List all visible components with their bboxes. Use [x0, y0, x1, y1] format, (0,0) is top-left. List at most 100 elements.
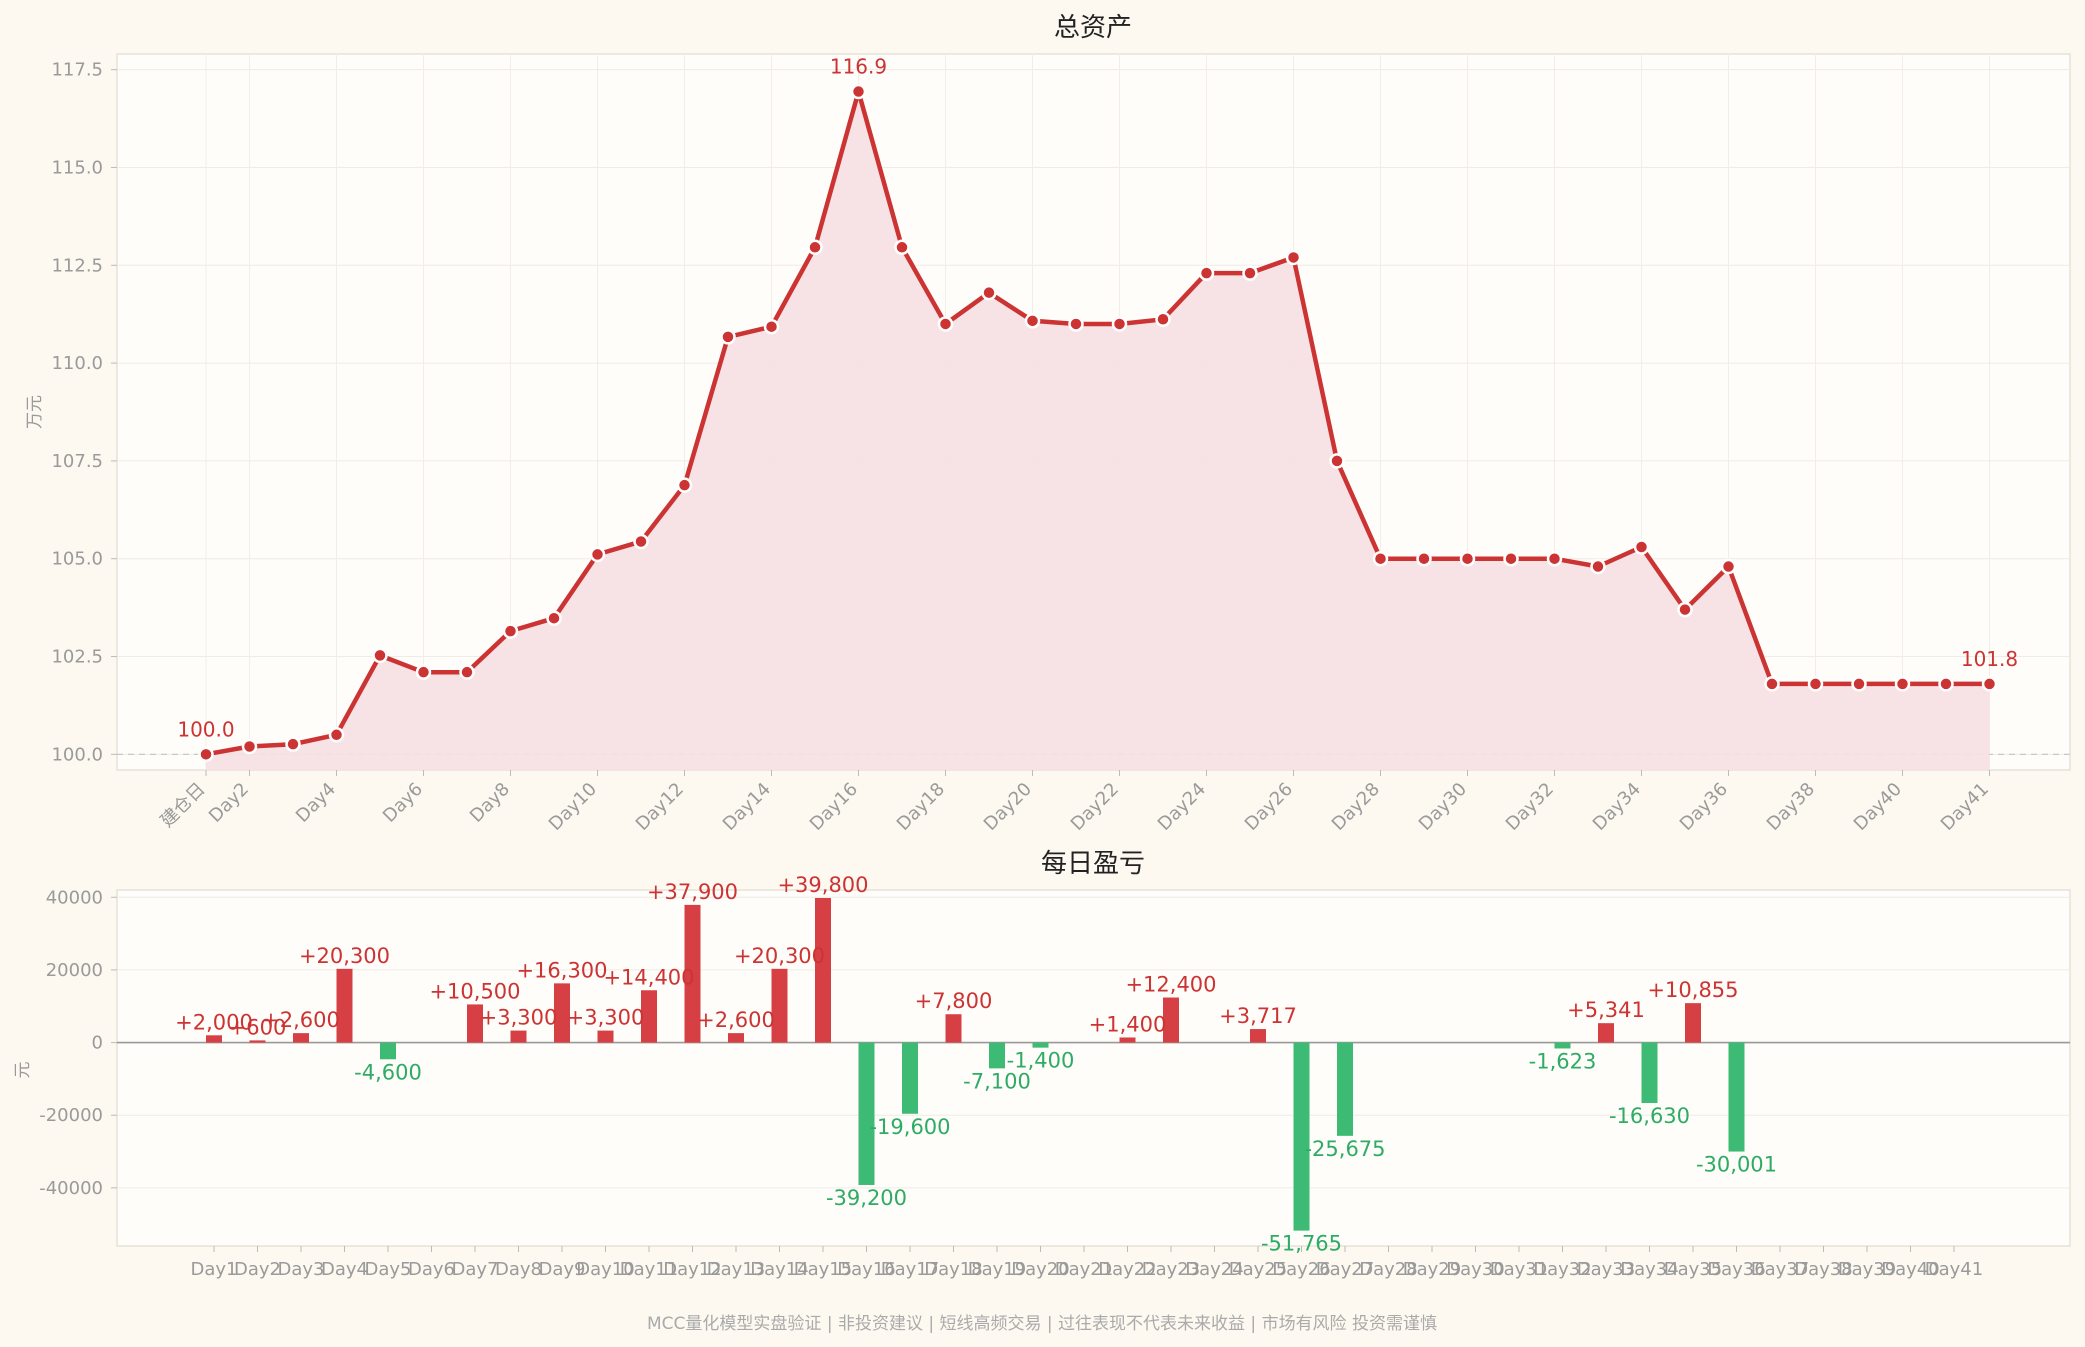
- data-point: [937, 316, 954, 332]
- x-tick-label: Day31: [1490, 1259, 1548, 1280]
- data-point: [1677, 601, 1693, 618]
- x-tick-label: Day4: [321, 1259, 368, 1280]
- pnl-bar-label: +12,400: [1125, 973, 1216, 997]
- x-tick-label: Day24: [1154, 779, 1210, 835]
- pnl-bar-label: +20,300: [299, 944, 390, 968]
- x-tick-label: Day8: [495, 1259, 542, 1280]
- x-tick-label: Day29: [1403, 1259, 1461, 1280]
- x-tick-label: Day36: [1707, 1259, 1765, 1280]
- x-tick-label: Day33: [1577, 1259, 1635, 1280]
- total-assets-line: [205, 89, 1990, 757]
- data-point: [502, 623, 519, 639]
- x-tick-label: Day9: [539, 1259, 586, 1280]
- pnl-bar: [1685, 1003, 1701, 1043]
- pnl-bar-label: +3,717: [1219, 1004, 1297, 1028]
- pnl-bar: [380, 1042, 396, 1060]
- x-tick-label: Day5: [365, 1259, 412, 1280]
- data-point: [1981, 676, 1998, 692]
- pnl-bar: [1554, 1042, 1571, 1049]
- data-point: [1329, 453, 1345, 469]
- x-tick-label: Day20: [1011, 1259, 1069, 1280]
- y-tick-label: 112.5: [51, 255, 103, 276]
- x-tick-label: Day15: [794, 1259, 852, 1280]
- x-tick-label: Day12: [663, 1259, 721, 1280]
- x-tick-label: Day18: [893, 779, 949, 835]
- y-tick-label: 117.5: [51, 60, 103, 81]
- pnl-bar: [467, 1004, 483, 1043]
- pnl-bar-label: +20,300: [734, 944, 825, 968]
- x-tick-label: Day18: [924, 1259, 982, 1280]
- pnl-bar-label: +2,600: [697, 1008, 775, 1032]
- data-point: [1242, 265, 1258, 281]
- data-point: [198, 746, 214, 763]
- y-tick-label: 102.5: [51, 647, 103, 668]
- pnl-bar-label: +600: [229, 1015, 287, 1039]
- pnl-bar: [902, 1042, 918, 1114]
- data-point: [676, 477, 693, 493]
- data-point: [1024, 313, 1041, 329]
- x-tick-label: Day26: [1241, 779, 1297, 835]
- total-assets-points: [198, 83, 1998, 763]
- pnl-bar: [1337, 1042, 1353, 1136]
- disclaimer-footer: MCC量化模型实盘验证 | 非投资建议 | 短线高频交易 | 过往表现不代表未来…: [647, 1314, 1437, 1334]
- x-tick-label: Day32: [1502, 779, 1558, 835]
- data-point: [1764, 676, 1780, 692]
- pnl-bar-label: +7,800: [915, 989, 993, 1013]
- pnl-bar-label: +39,800: [777, 873, 868, 897]
- pnl-bar: [1250, 1029, 1266, 1043]
- point-annotation: 116.9: [830, 55, 887, 79]
- x-tick-label: Day39: [1838, 1259, 1896, 1280]
- x-tick-label: Day6: [379, 779, 427, 827]
- x-tick-label: Day1: [191, 1259, 238, 1280]
- y-tick-label: 107.5: [51, 451, 103, 472]
- total-assets-area: [206, 91, 1990, 771]
- data-point: [1546, 550, 1563, 567]
- pnl-bar-label: -4,600: [354, 1060, 422, 1084]
- data-point: [459, 664, 475, 680]
- x-tick-label: Day10: [545, 779, 601, 835]
- data-point: [1938, 676, 1954, 692]
- pnl-bar: [1032, 1042, 1049, 1048]
- data-point: [285, 736, 301, 752]
- y-tick-label: 105.0: [51, 549, 103, 570]
- data-point: [328, 727, 345, 743]
- data-point: [850, 83, 867, 100]
- y-tick-label: -20000: [39, 1105, 103, 1126]
- pnl-bar: [1728, 1042, 1745, 1152]
- x-tick-label: Day35: [1664, 1259, 1722, 1280]
- pnl-bar-label: +3,300: [480, 1006, 558, 1030]
- x-tick-label: Day14: [719, 779, 775, 835]
- pnl-bar-label: -25,675: [1304, 1137, 1385, 1161]
- pnl-bar: [249, 1040, 266, 1043]
- x-tick-label: Day28: [1328, 779, 1384, 835]
- total-assets-annotations: 100.0 116.9 101.8: [177, 55, 2018, 742]
- data-point: [415, 664, 432, 680]
- pnl-bar-label: +10,500: [429, 979, 520, 1003]
- x-tick-label: Day19: [968, 1259, 1026, 1280]
- pnl-bar: [945, 1014, 962, 1043]
- pnl-bar-label: -19,600: [869, 1115, 950, 1139]
- data-point: [1198, 265, 1215, 281]
- data-point: [1285, 249, 1302, 266]
- data-point: [1720, 558, 1737, 575]
- pnl-bar: [336, 968, 353, 1043]
- x-tick-label: Day27: [1316, 1259, 1374, 1280]
- data-point: [1068, 316, 1084, 332]
- pnl-bar-label: +1,400: [1089, 1012, 1167, 1036]
- pnl-bar-label: -7,100: [963, 1069, 1031, 1093]
- y-tick-label: 100.0: [51, 744, 103, 765]
- x-tick-label: Day30: [1446, 1259, 1504, 1280]
- total-assets-chart: 100.0 102.5 105.0 107.5 110.0 112.5 115.0 117.5…: [25, 13, 2071, 835]
- pnl-bar-label: +16,300: [516, 958, 607, 982]
- x-tick-label: Day34: [1620, 1259, 1678, 1280]
- x-tick-label: 建仓日: [157, 779, 210, 832]
- data-point: [981, 284, 997, 301]
- total-assets-y-label: 万元: [25, 395, 45, 429]
- data-point: [1155, 311, 1171, 328]
- data-point: [589, 546, 606, 563]
- pnl-bar: [293, 1033, 309, 1043]
- pnl-bar: [728, 1033, 744, 1043]
- x-tick-label: Day16: [837, 1259, 895, 1280]
- x-tick-label: Day22: [1067, 779, 1123, 835]
- x-tick-label: Day17: [881, 1259, 939, 1280]
